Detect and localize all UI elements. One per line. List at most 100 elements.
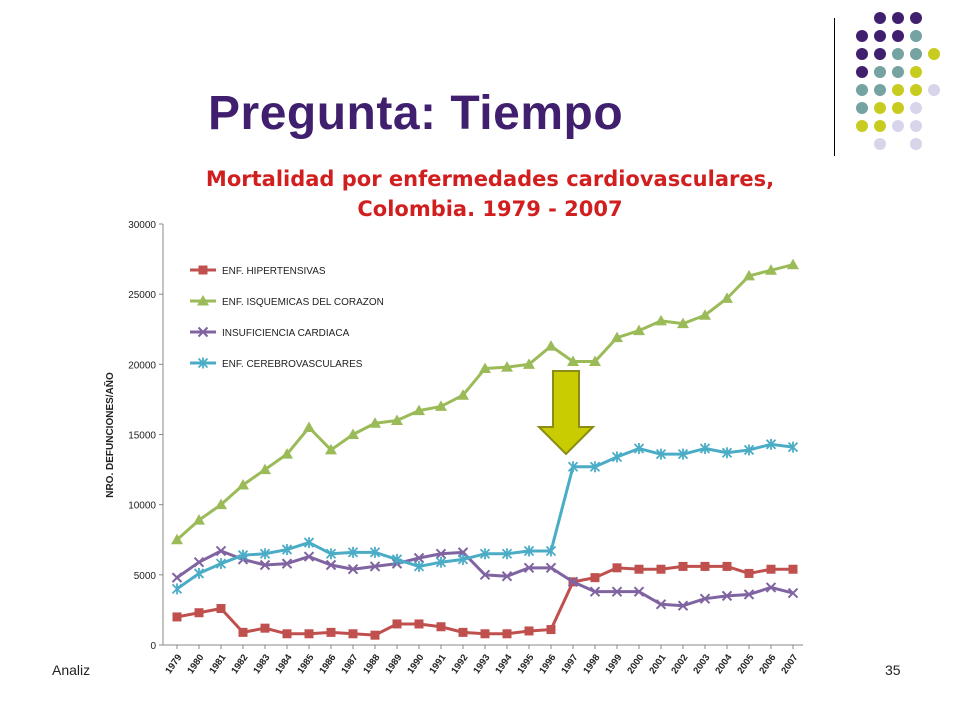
data-point (237, 479, 249, 490)
data-point (589, 461, 601, 473)
data-point (391, 414, 403, 425)
data-point (370, 630, 380, 640)
y-tick-label: 0 (150, 641, 156, 652)
x-tick-label: 2004 (713, 652, 735, 676)
data-point (413, 404, 425, 416)
legend-marker (197, 326, 209, 338)
decorative-dot (910, 48, 922, 60)
data-point (677, 448, 689, 460)
data-point (237, 549, 249, 561)
chart-annotation (536, 370, 596, 456)
legend-label: ENF. CEREBROVASCULARES (222, 359, 363, 370)
data-point (677, 600, 689, 611)
data-point (216, 604, 226, 614)
data-point (611, 451, 623, 463)
y-tick-label: 30000 (128, 220, 156, 231)
x-tick-label: 1985 (295, 652, 317, 676)
legend-box (180, 252, 392, 378)
data-point (501, 548, 513, 560)
data-point (743, 444, 755, 456)
data-point (215, 545, 227, 557)
data-point (787, 587, 799, 599)
decorative-dot (892, 12, 904, 24)
data-point (479, 548, 491, 560)
data-point (259, 463, 271, 475)
decorative-dot (892, 30, 904, 42)
decorative-dot (892, 48, 904, 60)
data-point (391, 553, 403, 565)
data-point (502, 629, 512, 639)
data-point (744, 568, 754, 578)
x-tick-label: 1988 (361, 652, 382, 676)
decorative-dot (856, 84, 868, 96)
decorative-dot (874, 12, 886, 24)
x-tick-label: 1982 (229, 652, 250, 676)
data-point (721, 292, 733, 303)
x-tick-label: 1992 (449, 652, 470, 676)
x-tick-label: 2003 (691, 652, 712, 676)
y-tick-label: 15000 (128, 431, 156, 442)
data-point (347, 564, 359, 575)
x-tick-label: 1991 (427, 652, 449, 676)
decorative-dot (928, 48, 940, 60)
legend-label: INSUFICIENCIA CARDIACA (222, 328, 350, 339)
data-point (435, 400, 447, 411)
x-tick-label: 1998 (581, 652, 602, 676)
data-point (325, 559, 337, 571)
data-point (633, 443, 645, 455)
data-point (392, 619, 402, 629)
data-point (369, 561, 381, 572)
x-tick-label: 1994 (493, 652, 515, 676)
x-tick-label: 1981 (207, 652, 229, 676)
data-point (347, 546, 359, 558)
data-point (172, 612, 182, 622)
data-point (304, 629, 314, 639)
data-point (765, 582, 777, 593)
data-point (171, 533, 183, 545)
legend-marker (197, 295, 209, 306)
x-tick-label: 1993 (471, 652, 492, 676)
legend-marker (197, 357, 209, 369)
data-point (721, 447, 733, 459)
x-tick-label: 1995 (515, 652, 537, 676)
page-number: 35 (885, 662, 901, 678)
data-point (765, 264, 777, 275)
data-point (458, 627, 468, 637)
data-point (215, 498, 227, 510)
data-point (215, 558, 227, 570)
series-4 (171, 438, 799, 595)
down-arrow-icon (536, 370, 596, 456)
data-point (457, 389, 469, 400)
data-point (479, 569, 491, 581)
chart-series (171, 258, 799, 640)
decorative-dot (892, 66, 904, 78)
x-tick-label: 1990 (405, 652, 426, 676)
decorative-dot (856, 66, 868, 78)
x-tick-label: 1980 (185, 652, 206, 676)
data-point (656, 564, 666, 574)
decorative-vertical-line (834, 18, 835, 156)
data-point (436, 622, 446, 632)
data-point (282, 629, 292, 639)
decorative-dot (910, 30, 922, 42)
x-tick-label: 2005 (735, 652, 757, 676)
decorative-dot (874, 66, 886, 78)
data-point (193, 556, 205, 568)
x-tick-label: 1983 (251, 652, 272, 676)
data-point (699, 443, 711, 455)
data-point (281, 448, 293, 459)
data-point (655, 448, 667, 460)
data-point (523, 358, 535, 369)
decorative-dot (892, 120, 904, 132)
data-point (414, 619, 424, 629)
data-point (326, 627, 336, 637)
decorative-dot (910, 138, 922, 150)
data-point (633, 586, 645, 597)
decorative-dot (910, 102, 922, 114)
data-point (567, 355, 579, 367)
data-point (303, 537, 315, 549)
data-point (238, 627, 248, 637)
decorative-dot (856, 102, 868, 114)
data-point (612, 563, 622, 573)
